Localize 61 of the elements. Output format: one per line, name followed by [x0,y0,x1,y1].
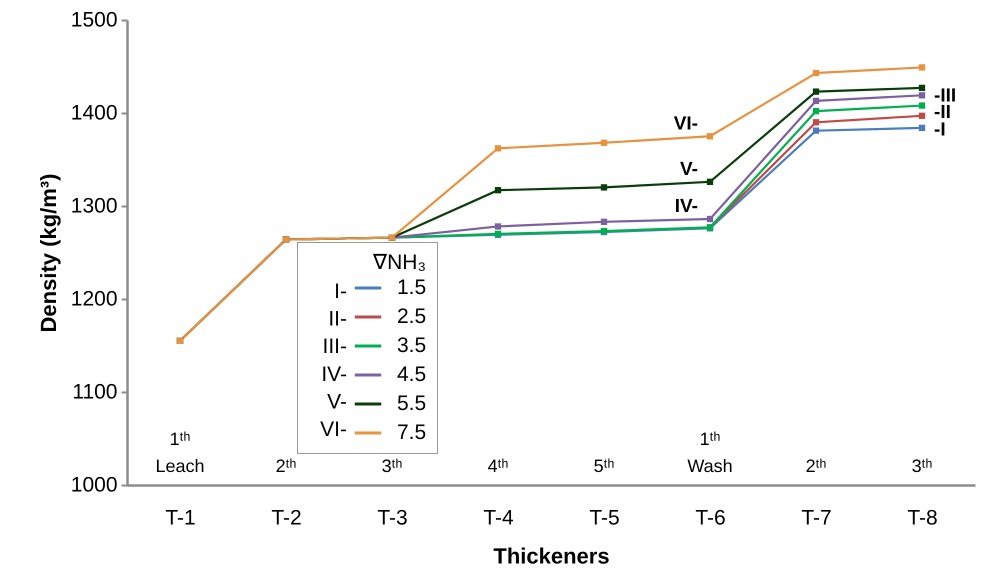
annotation: V- [327,390,348,414]
point [706,133,714,140]
y-tick-label: 1300 [70,194,118,218]
point [812,119,820,126]
x-tick-label: T-7 [801,506,832,530]
point [600,184,608,191]
y-tick-label: 1400 [70,102,118,124]
legend-label: 4.5 [397,363,426,386]
x-tick-label: T-4 [483,506,514,530]
y-axis-title: Density (kg/m³) [36,174,61,332]
y-tick-label: 1100 [72,380,118,404]
x-tick-label: T-2 [271,506,302,530]
point [812,70,820,76]
point [918,102,926,109]
point [812,88,820,95]
annotation: 1ᵗʰ Leach [155,429,205,476]
annotation: IV- [321,362,347,386]
point [600,140,608,146]
point [918,124,926,132]
annotation: 4ᵗʰ [488,456,509,476]
annotation: 1ᵗʰ Wash [687,429,733,476]
point [812,108,820,114]
x-tick-label: T-6 [695,506,726,530]
legend-label: 2.5 [397,305,426,328]
legend-title: ∇NH₃ [372,251,426,274]
x-tick-label: T-1 [165,506,196,530]
annotation: II- [328,308,347,331]
x-tick-label: T-5 [589,506,620,530]
annotation: I- [334,280,348,303]
annotation: III- [322,335,348,358]
x-axis-title: Thickeners [493,544,610,568]
annotation: 5ᵗʰ [594,456,615,476]
legend-label: 1.5 [397,276,426,299]
point [600,218,608,225]
legend-label: 7.5 [397,421,426,444]
point [918,92,926,98]
annotation: V- [680,158,698,180]
point [812,128,820,134]
x-tick-label: T-8 [907,506,938,530]
point [918,64,926,71]
point [918,84,926,92]
point [706,216,714,222]
annotation: IV- [674,196,698,218]
annotation: VI- [674,113,698,134]
point [812,98,820,104]
point [918,112,926,119]
y-tick-label: 1000 [70,474,118,496]
annotation: 2ᵗʰ [276,456,297,476]
annotation: 3ᵗʰ [382,456,403,476]
legend-label: 3.5 [397,334,426,357]
annotation: VI- [320,418,347,441]
y-tick-label: 1200 [70,288,118,310]
point [706,178,714,185]
legend-label: 5.5 [397,392,426,415]
point [494,187,502,194]
x-tick-label: T-3 [377,506,408,530]
y-tick-label: 1500 [70,8,118,32]
annotation: 3ᵗʰ [912,456,933,476]
annotation: 2ᵗʰ [806,456,827,476]
point [494,223,502,230]
point [494,145,502,152]
